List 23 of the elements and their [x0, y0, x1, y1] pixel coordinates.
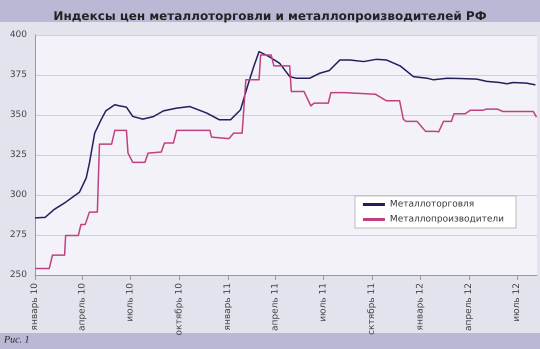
y-tick-label: 400 — [10, 30, 28, 40]
x-tick-label: январь 12 — [416, 283, 426, 330]
chart-title: Индексы цен металлоторговли и металлопроизводителей РФ — [53, 9, 487, 23]
y-tick-label: 250 — [10, 270, 28, 280]
x-tick-label: апрель 10 — [78, 282, 88, 332]
x-tick-label: апрель 12 — [464, 283, 474, 332]
y-tick-label: 325 — [10, 150, 27, 160]
legend-label: Металлоторговля — [390, 200, 474, 210]
x-tick-label: апрель 11 — [270, 283, 280, 332]
x-tick-label: июль 10 — [126, 282, 136, 322]
x-tick-label: октябрь 10 — [174, 282, 184, 336]
x-tick-label: январь 10 — [30, 282, 40, 330]
x-tick-label: январь 11 — [222, 283, 233, 330]
legend-label: Металлопроизводители — [390, 214, 504, 224]
y-tick-label: 300 — [10, 190, 28, 200]
x-tick-label: июль 11 — [318, 283, 329, 322]
y-tick-label: 275 — [10, 230, 27, 240]
x-tick-label: сктябрь 11 — [367, 283, 378, 335]
x-tick-label: июль 12 — [512, 283, 522, 322]
y-tick-label: 350 — [10, 110, 28, 120]
line-series — [34, 54, 538, 270]
text: Рис. 1 — [3, 334, 30, 346]
y-tick-label: 375 — [10, 70, 27, 80]
